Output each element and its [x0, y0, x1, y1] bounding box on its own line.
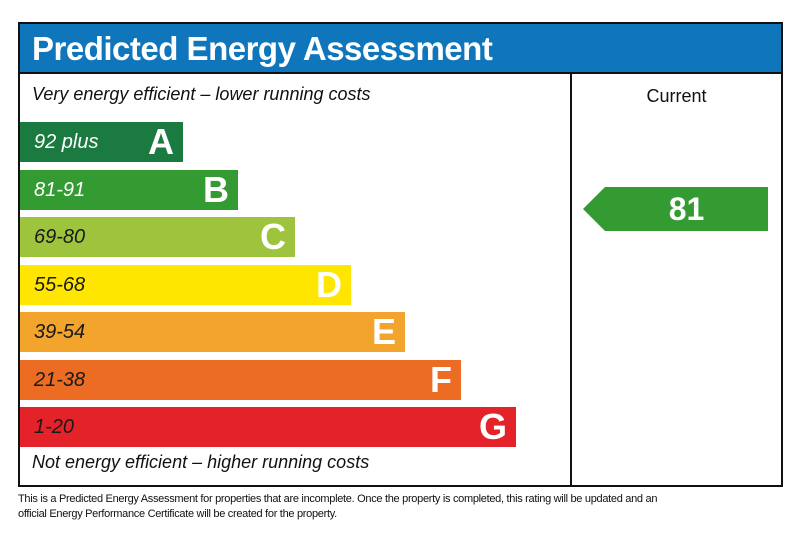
band-row: 69-80 C [20, 217, 295, 257]
epc-chart-box: Predicted Energy Assessment Very energy … [18, 22, 783, 487]
band-range-label: 81-91 [34, 178, 86, 201]
rating-scale-area: Very energy efficient – lower running co… [20, 74, 570, 485]
band-row: 92 plus A [20, 122, 183, 162]
band-range-label: 39-54 [34, 321, 86, 343]
band-letter: A [148, 121, 174, 162]
band-row: 39-54 E [20, 312, 405, 352]
band-letter: D [316, 263, 342, 305]
arrow-left-tip-icon [583, 187, 605, 231]
band-letter: E [371, 311, 396, 352]
band-row: 1-20 G [20, 407, 516, 447]
page-title: Predicted Energy Assessment [32, 29, 493, 67]
band-letter: C [260, 216, 286, 257]
band-letter: F [430, 358, 452, 400]
footnote-line: official Energy Performance Certificate … [18, 508, 337, 520]
current-rating-value: 81 [605, 187, 768, 231]
current-column: Current 81 [570, 74, 781, 485]
band-range-label: 55-68 [34, 273, 86, 296]
footnote-line: This is a Predicted Energy Assessment fo… [18, 493, 658, 505]
band-range-label: 92 plus [34, 131, 99, 153]
band-row: 81-91 B [20, 168, 238, 210]
band-row: 55-68 D [20, 263, 351, 305]
band-range-label: 69-80 [34, 226, 86, 248]
header-bar: Predicted Energy Assessment [20, 24, 781, 74]
current-rating-arrow: 81 [583, 187, 768, 231]
band-row: 21-38 F [20, 358, 461, 400]
top-caption: Very energy efficient – lower running co… [32, 84, 371, 104]
current-column-header: Current [646, 86, 707, 106]
epc-body: Very energy efficient – lower running co… [20, 74, 781, 485]
band-letter: G [478, 406, 507, 447]
bottom-caption: Not energy efficient – higher running co… [32, 452, 370, 472]
band-letter: B [203, 168, 229, 210]
band-range-label: 1-20 [34, 416, 75, 438]
footnote: This is a Predicted Energy Assessment fo… [18, 492, 657, 522]
bands: 92 plus A 81-91 B 69-80 C 55-68 D 39-54 … [20, 122, 516, 455]
band-range-label: 21-38 [34, 368, 86, 391]
